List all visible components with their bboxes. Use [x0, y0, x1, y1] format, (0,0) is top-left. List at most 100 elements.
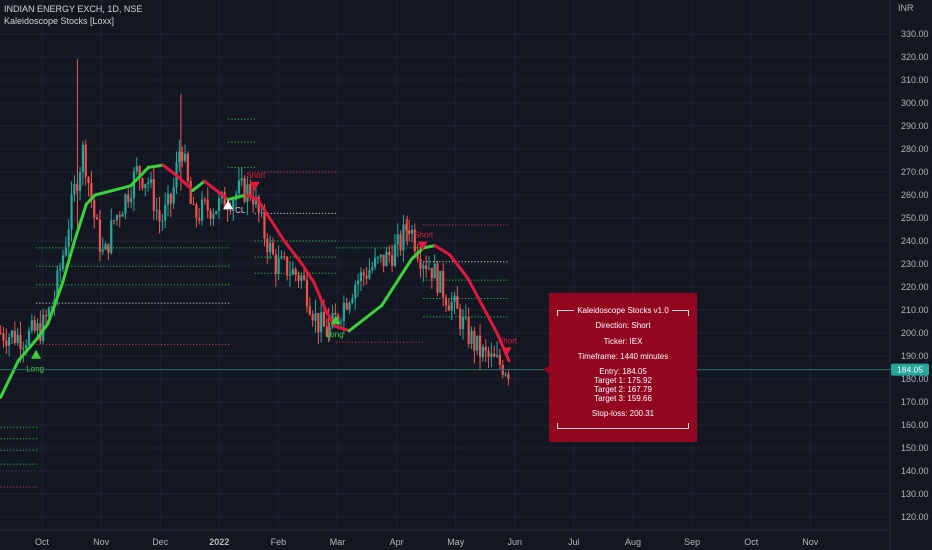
- candle-body: [158, 210, 161, 222]
- candle-body: [436, 263, 439, 293]
- candle-body: [206, 199, 209, 211]
- y-tick-label: 230.00: [901, 259, 929, 269]
- candle-body: [308, 306, 311, 315]
- candle-body: [303, 275, 306, 280]
- candlestick-series: [0, 59, 510, 386]
- y-tick-label: 290.00: [901, 121, 929, 131]
- trend-segment: [203, 179, 218, 192]
- symbol-title[interactable]: INDIAN ENERGY EXCH, 1D, NSE: [4, 4, 143, 14]
- candle-body: [277, 258, 280, 275]
- candle-body: [478, 335, 482, 358]
- trend-segment: [146, 163, 165, 169]
- candle-body: [345, 302, 348, 310]
- trend-segment: [34, 322, 50, 342]
- candle-body: [232, 199, 235, 211]
- y-tick-label: 300.00: [901, 98, 929, 108]
- trend-line: [0, 163, 511, 399]
- panel-target-2: Target 2: 167.79: [594, 385, 652, 394]
- candle-body: [138, 166, 141, 179]
- trend-segment: [282, 239, 304, 266]
- price-axis[interactable]: 120.00 130.00 140.00 150.00 160.00 170.00 180.…: [901, 29, 929, 522]
- candle-body: [223, 192, 226, 210]
- x-tick-label: Apr: [390, 537, 404, 547]
- candle-body: [334, 313, 337, 315]
- candle-body: [422, 265, 425, 269]
- candle-body: [444, 297, 448, 306]
- time-axis[interactable]: Oct Nov Dec 2022 Feb Mar Apr May Jun Jul Aug Sep Oct…: [35, 537, 819, 547]
- candle-body: [351, 298, 354, 303]
- candle-body: [107, 243, 110, 253]
- candle-body: [254, 196, 258, 205]
- trend-segment: [244, 193, 260, 202]
- panel-pointer-icon: [543, 365, 549, 374]
- candle-body: [198, 218, 201, 221]
- y-tick-label: 170.00: [901, 397, 929, 407]
- candle-body: [382, 254, 385, 267]
- trend-segment: [111, 184, 133, 192]
- candle-body: [44, 315, 48, 317]
- candle-body: [297, 274, 300, 281]
- trend-segment: [433, 244, 452, 257]
- candle-body: [283, 256, 286, 258]
- trend-segment: [214, 188, 230, 202]
- candle-body: [442, 270, 445, 298]
- trend-segment: [448, 253, 470, 280]
- candle-body: [70, 194, 73, 230]
- trend-segment: [191, 179, 207, 192]
- candle-body: [56, 270, 59, 300]
- short-signal-icon: [417, 241, 428, 251]
- candle-body: [263, 212, 266, 239]
- candle-body: [124, 194, 127, 214]
- candle-body: [144, 184, 147, 189]
- candle-body: [271, 242, 275, 255]
- trend-segment: [300, 262, 316, 284]
- panel-frame-bottom: [557, 423, 689, 429]
- candle-body: [78, 172, 82, 191]
- y-tick-label: 130.00: [901, 489, 929, 499]
- candle-body: [13, 330, 16, 344]
- candle-body: [385, 251, 388, 267]
- y-tick-label: 280.00: [901, 144, 929, 154]
- candle-body: [317, 312, 320, 333]
- candle-body: [320, 312, 323, 333]
- panel-direction: Direction: Short: [595, 321, 651, 330]
- y-tick-label: 240.00: [901, 236, 929, 246]
- candle-body: [337, 314, 340, 322]
- candle-body: [294, 268, 297, 275]
- candle-body: [10, 330, 14, 338]
- candle-body: [507, 374, 510, 379]
- candle-body: [286, 256, 289, 276]
- chart-grid: [0, 0, 891, 550]
- candle-body: [155, 210, 158, 212]
- candle-body: [141, 178, 144, 189]
- candle-body: [339, 321, 343, 323]
- candle-body: [5, 340, 8, 346]
- y-tick-label: 210.00: [901, 305, 929, 315]
- candle-body: [30, 320, 33, 331]
- trend-segment: [395, 257, 413, 284]
- y-tick-label: 180.00: [901, 374, 929, 384]
- candle-body: [212, 213, 215, 220]
- y-tick-label: 150.00: [901, 443, 929, 453]
- trend-segment: [0, 359, 20, 399]
- candle-body: [152, 179, 155, 211]
- candle-body: [402, 224, 405, 251]
- candle-body: [356, 280, 360, 285]
- long-signal-icon: [31, 349, 42, 359]
- panel-title-text: Kaleidoscope Stocks v1.0: [574, 306, 672, 315]
- candle-body: [178, 151, 181, 163]
- candle-body: [484, 346, 487, 351]
- x-tick-label: Aug: [625, 537, 641, 547]
- candle-body: [246, 184, 249, 202]
- y-tick-label: 320.00: [901, 52, 929, 62]
- indicator-title[interactable]: Kaleidoscope Stocks [Loxx]: [4, 16, 115, 26]
- candle-body: [147, 182, 150, 185]
- y-tick-label: 160.00: [901, 420, 929, 430]
- trend-segment: [312, 280, 328, 312]
- candle-body: [493, 353, 496, 357]
- candle-body: [73, 184, 76, 195]
- candle-body: [59, 268, 62, 271]
- candle-body: [22, 347, 25, 350]
- candle-body: [115, 215, 119, 221]
